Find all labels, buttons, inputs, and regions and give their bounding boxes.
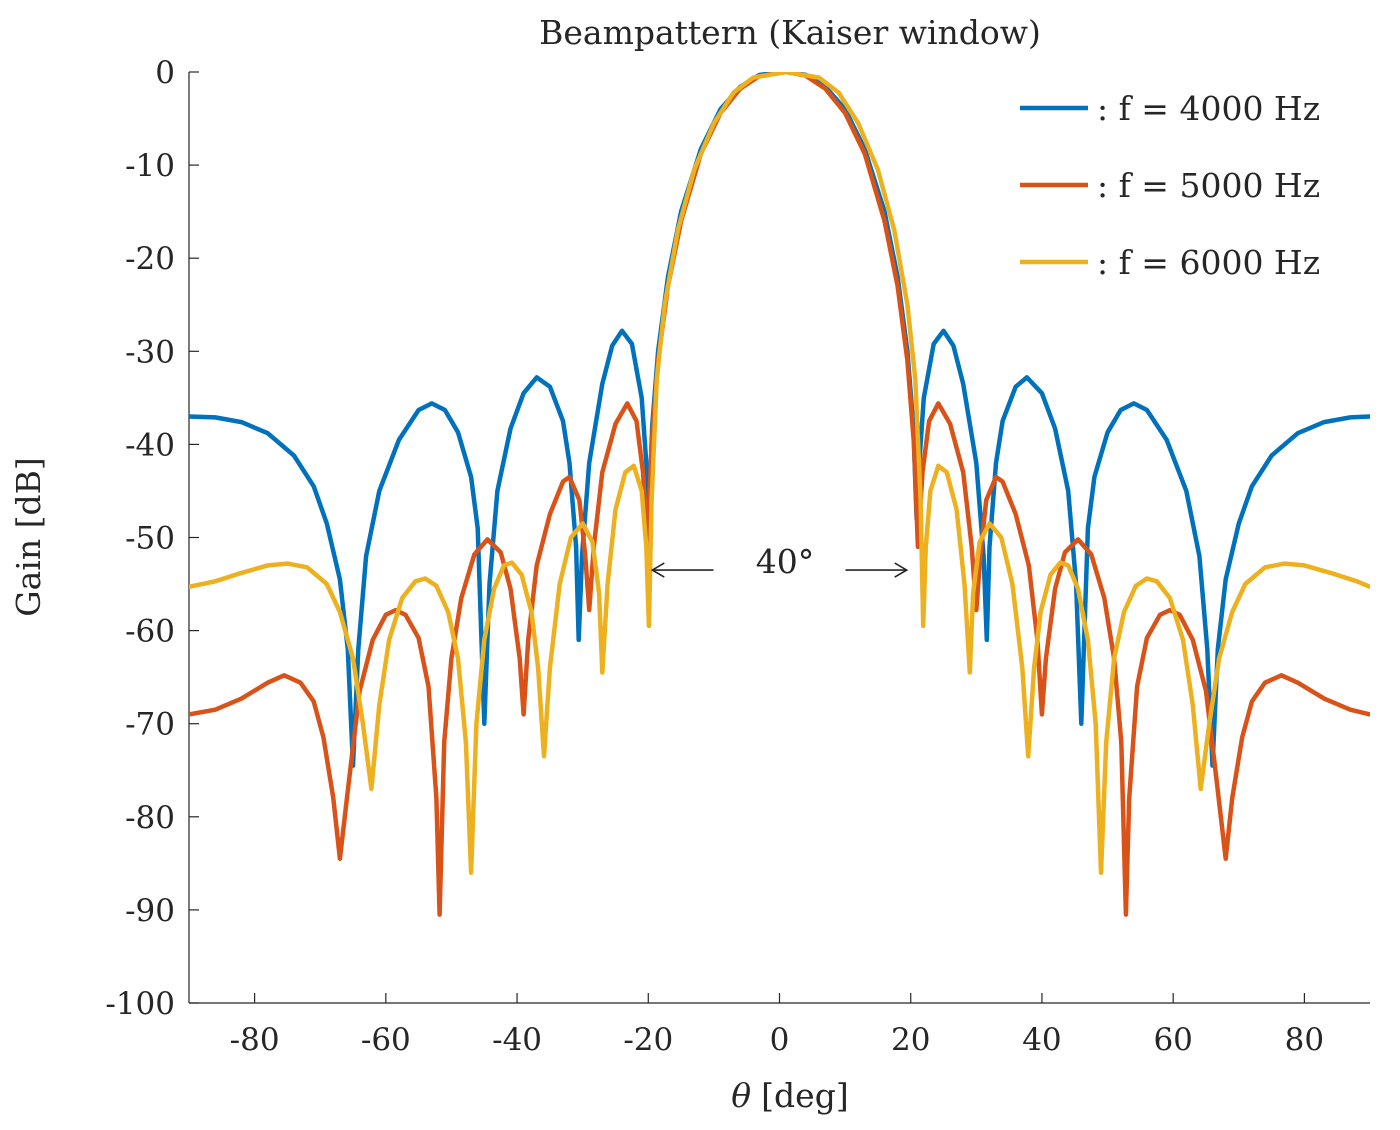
x-tick-label: -60 <box>361 1022 411 1058</box>
x-tick-label: 60 <box>1153 1022 1192 1058</box>
y-tick-label: -100 <box>105 986 175 1022</box>
x-tick-label: -40 <box>492 1022 542 1058</box>
x-tick-label: 40 <box>1022 1022 1061 1058</box>
x-axis-label: θ [deg] <box>731 1076 848 1115</box>
y-axis-label: Gain [dB] <box>9 457 48 616</box>
y-tick-label: -70 <box>125 707 175 743</box>
y-tick-label: 0 <box>155 55 175 91</box>
x-tick-label: 0 <box>770 1022 790 1058</box>
series-line-2 <box>189 72 1370 917</box>
legend-label: : f = 6000 Hz <box>1097 243 1320 282</box>
series-line-1 <box>189 72 1370 768</box>
annotation-label: 40° <box>756 542 815 581</box>
chart-title: Beampattern (Kaiser window) <box>539 13 1041 52</box>
y-tick-label: -80 <box>125 800 175 836</box>
y-tick-label: -30 <box>125 334 175 370</box>
x-axis-symbol: θ <box>731 1076 751 1115</box>
left-arrow <box>650 562 714 578</box>
y-tick-label: -50 <box>125 521 175 557</box>
series-layer <box>189 72 1370 917</box>
axes: 0 -10 -20 -30 -40 -50 -60 -70 -80 -90 -100 -80 -60 -4… <box>105 55 1370 1058</box>
right-arrow <box>845 562 909 578</box>
y-tick-label: -90 <box>125 893 175 929</box>
width-annotation: 40° <box>650 542 909 581</box>
legend-label: : f = 5000 Hz <box>1097 166 1320 205</box>
y-tick-label: -20 <box>125 241 175 277</box>
x-tick-label: -20 <box>623 1022 673 1058</box>
legend-item-2: : f = 5000 Hz <box>1020 166 1320 205</box>
legend: : f = 4000 Hz : f = 5000 Hz : f = 6000 Hz <box>1020 89 1320 282</box>
legend-label: : f = 4000 Hz <box>1097 89 1320 128</box>
legend-item-1: : f = 4000 Hz <box>1020 89 1320 128</box>
series-line-3 <box>189 72 1370 875</box>
x-tick-label: -80 <box>230 1022 280 1058</box>
x-tick-label: 80 <box>1285 1022 1324 1058</box>
y-tick-label: -60 <box>125 614 175 650</box>
legend-item-3: : f = 6000 Hz <box>1020 243 1320 282</box>
y-tick-label: -40 <box>125 427 175 463</box>
x-axis-unit: [deg] <box>761 1076 849 1115</box>
x-tick-label: 20 <box>891 1022 930 1058</box>
y-tick-label: -10 <box>125 148 175 184</box>
